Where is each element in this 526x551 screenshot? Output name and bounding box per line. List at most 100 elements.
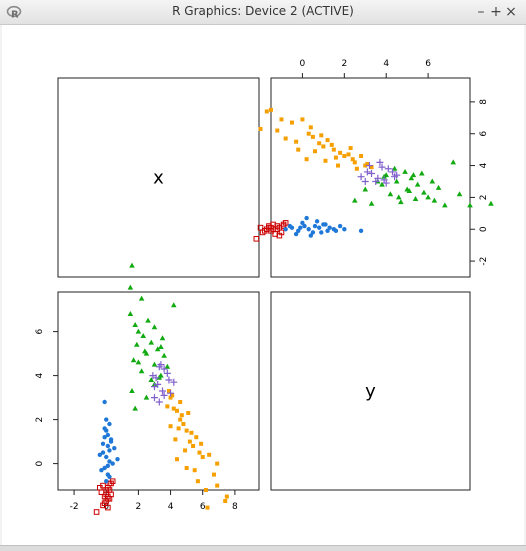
data-point-green [381,173,387,179]
points-panel-y-vs-x [253,107,494,242]
data-point-green [406,188,413,194]
data-point-orange [300,117,305,122]
data-point-orange [195,479,200,484]
data-point-blue [300,220,305,226]
data-point-green [391,165,398,171]
data-point-blue [99,468,104,473]
data-point-blue [105,463,111,468]
data-point-purple [372,177,380,185]
data-point-green [362,186,369,192]
panel-diagonal-y [270,291,471,491]
bottom-axis-tick-label: 6 [200,502,206,512]
data-point-purple [150,394,158,402]
top-axis-tick-label: 6 [425,59,431,69]
data-point-blue [102,426,107,431]
data-point-green [402,168,408,174]
data-point-green [132,405,138,411]
data-point-orange [369,165,374,170]
data-point-orange [319,133,324,138]
data-point-green [148,377,155,382]
data-point-green [127,311,134,316]
data-point-red [274,226,281,233]
data-point-green [161,352,167,358]
data-point-blue [107,421,112,427]
data-point-purple [365,162,373,170]
data-point-green [467,202,473,208]
bottom-axis-tick-label: 2 [136,502,142,512]
data-point-green [129,388,135,393]
data-point-green [154,346,161,352]
right-axis-tick-label: 8 [479,99,489,105]
data-point-green [456,191,463,197]
data-point-orange [310,134,315,139]
data-point-blue [107,448,112,453]
panel-diagonal-x [57,77,260,278]
data-point-blue [107,459,112,464]
top-axis-tick-label: 2 [341,59,347,69]
data-point-orange [342,154,347,159]
data-point-green [133,341,140,347]
data-point-blue [105,443,111,449]
data-point-orange [215,461,220,466]
data-point-blue [308,233,313,238]
data-point-orange [321,144,326,149]
data-point-red [280,223,287,229]
data-point-orange [178,400,183,404]
data-point-purple [170,378,178,386]
maximize-button[interactable]: + [490,4,502,20]
data-point-orange [331,147,336,152]
data-point-purple [165,376,173,384]
minimize-button[interactable]: – [477,4,485,20]
data-point-orange [211,472,216,477]
data-point-orange [325,138,330,143]
data-point-green [132,322,138,327]
data-point-orange [336,163,341,168]
data-point-purple [152,374,160,382]
data-point-orange [269,107,273,112]
data-point-green [135,328,142,334]
data-point-blue [105,432,111,438]
right-axis-tick-label: 0 [479,226,489,232]
data-point-green [138,368,145,374]
data-point-orange [178,417,183,422]
data-point-orange [200,455,205,459]
data-point-red [93,509,100,515]
data-point-blue [327,225,332,230]
data-point-orange [207,452,212,457]
data-point-blue [104,454,109,460]
data-point-green [410,172,417,178]
data-point-orange [199,441,204,446]
data-point-orange [312,149,317,154]
window-titlebar[interactable]: R R Graphics: Device 2 (ACTIVE) – + × [0,0,526,25]
data-point-green [151,324,158,330]
data-point-blue [337,223,343,229]
data-point-blue [293,231,299,237]
data-point-orange [283,136,288,141]
data-point-blue [108,437,114,442]
data-point-orange [323,158,328,163]
data-point-green [351,197,358,203]
data-point-blue [298,225,303,230]
bottom-axis-tick-label: 4 [168,502,174,512]
data-point-purple [160,365,168,373]
data-point-orange [215,483,220,488]
data-point-green [393,178,400,184]
data-point-green [148,339,155,345]
data-point-green [142,348,148,354]
data-point-green [143,394,150,400]
scatterplot-matrix: x y 0 2 4 6 -2 0 2 4 6 8 0 2 4 6 -2 0 2 4 6 8 [35,59,494,515]
data-point-purple [167,389,175,397]
data-point-green [129,262,135,268]
data-point-purple [384,165,392,173]
data-point-blue [314,219,320,224]
data-point-orange [170,393,175,398]
data-point-orange [192,468,197,473]
data-point-orange [174,457,179,462]
data-point-purple [368,170,376,178]
close-button[interactable]: × [505,4,517,20]
data-point-orange [191,444,196,448]
data-point-green [442,202,448,208]
data-point-red [268,224,274,231]
data-point-purple [159,387,167,395]
data-point-blue [296,228,301,234]
